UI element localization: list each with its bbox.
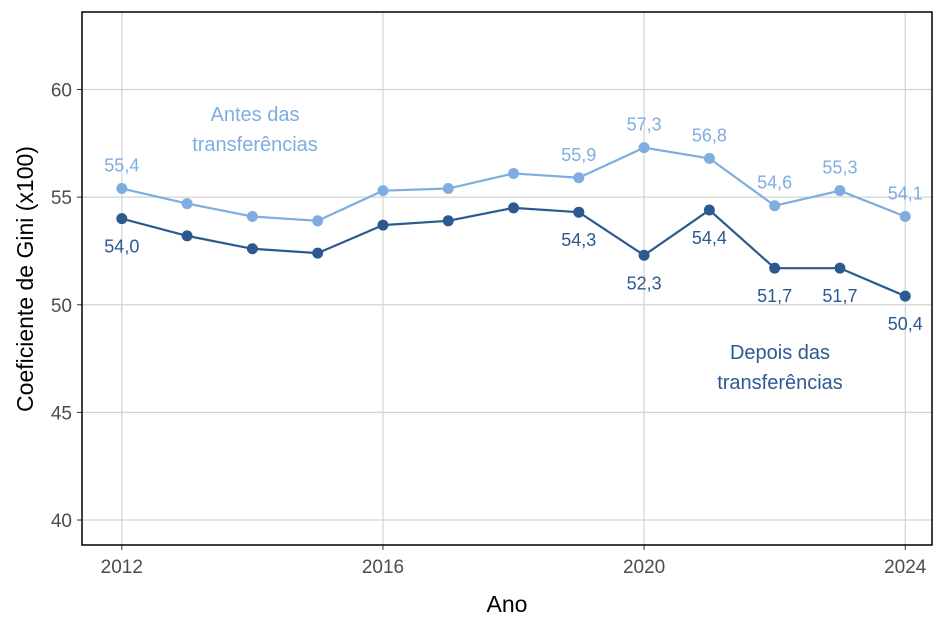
x-tick-label: 2020 xyxy=(623,557,665,578)
data-label: 55,4 xyxy=(104,156,139,176)
data-point xyxy=(703,152,715,164)
data-label: 57,3 xyxy=(627,115,662,135)
data-label: 54,3 xyxy=(561,230,596,250)
data-point xyxy=(899,290,911,302)
data-point xyxy=(312,215,324,227)
y-tick-label: 45 xyxy=(51,403,72,424)
data-point xyxy=(769,262,781,274)
x-tick-label: 2016 xyxy=(362,557,404,578)
data-point xyxy=(834,262,846,274)
data-point xyxy=(377,185,389,197)
data-label: 52,3 xyxy=(627,273,662,293)
data-label: 50,4 xyxy=(888,314,923,334)
data-point xyxy=(246,211,258,223)
data-label: 56,8 xyxy=(692,125,727,145)
data-point xyxy=(116,183,128,195)
data-label: 51,7 xyxy=(822,286,857,306)
data-point xyxy=(573,206,585,218)
data-point xyxy=(116,213,128,225)
data-point xyxy=(442,183,454,195)
data-point xyxy=(703,204,715,216)
data-point xyxy=(246,243,258,255)
data-point xyxy=(508,167,520,179)
data-point xyxy=(769,200,781,212)
panel-border xyxy=(81,11,933,546)
data-label: 55,9 xyxy=(561,145,596,165)
series-label: Antes das transferências xyxy=(192,104,318,156)
y-tick-label: 40 xyxy=(51,511,72,532)
data-label: 54,4 xyxy=(692,228,727,248)
data-point xyxy=(573,172,585,184)
data-point xyxy=(508,202,520,214)
x-tick-label: 2024 xyxy=(884,557,927,578)
data-point xyxy=(442,215,454,227)
data-point xyxy=(834,185,846,197)
data-point xyxy=(638,249,650,261)
data-point xyxy=(638,142,650,154)
data-label: 54,1 xyxy=(888,184,923,204)
series-label: Depois das transferências xyxy=(717,342,843,394)
x-axis-title: Ano xyxy=(487,591,528,617)
data-label: 54,0 xyxy=(104,237,139,257)
data-label: 55,3 xyxy=(822,158,857,178)
y-tick-label: 60 xyxy=(51,80,72,101)
data-point xyxy=(181,198,193,210)
y-tick-label: 50 xyxy=(51,296,72,317)
data-point xyxy=(181,230,193,242)
data-point xyxy=(899,211,911,223)
data-point xyxy=(377,219,389,231)
data-label: 54,6 xyxy=(757,173,792,193)
y-tick-label: 55 xyxy=(51,188,72,209)
data-point xyxy=(312,247,324,259)
x-tick-label: 2012 xyxy=(101,557,143,578)
data-label: 51,7 xyxy=(757,286,792,306)
series-line xyxy=(121,206,906,298)
y-axis-title: Coeficiente de Gini (x100) xyxy=(12,146,38,412)
